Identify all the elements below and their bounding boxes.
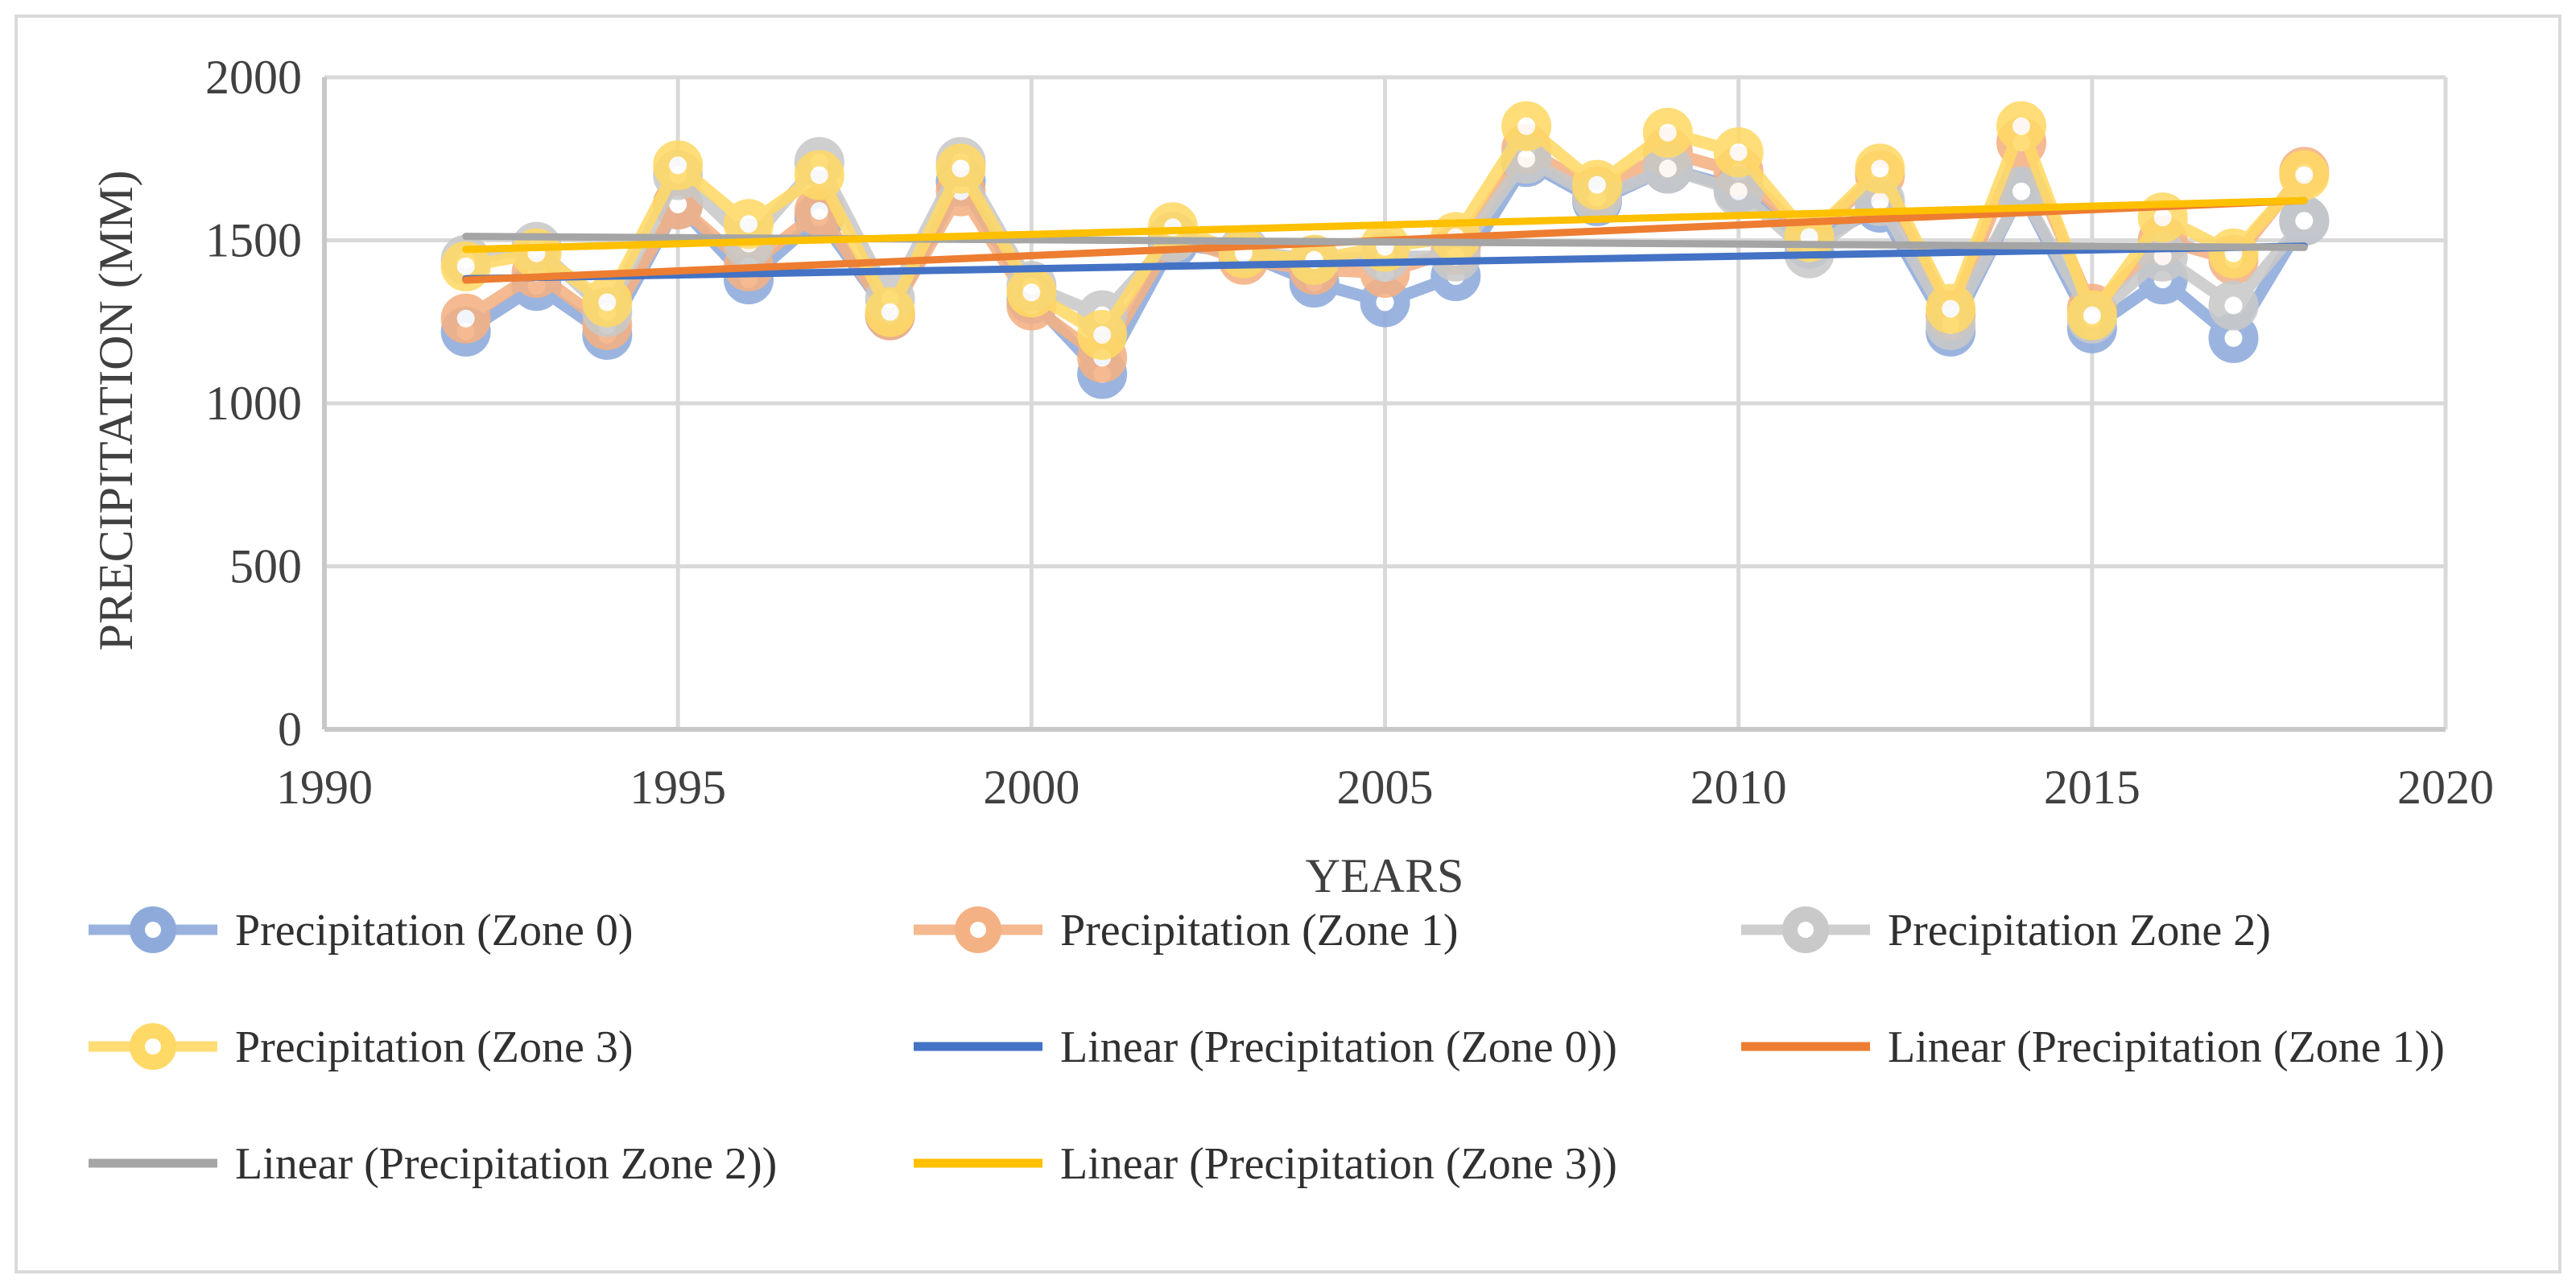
data-point-center bbox=[2224, 296, 2243, 315]
y-tick-label: 1000 bbox=[205, 377, 302, 430]
x-tick-label: 2020 bbox=[2397, 761, 2494, 814]
data-point-center bbox=[2295, 166, 2314, 184]
legend-swatch-marker-center bbox=[970, 922, 986, 938]
data-point-center bbox=[952, 159, 970, 178]
y-tick-label: 2000 bbox=[205, 51, 302, 104]
legend-label: Linear (Precipitation (Zone 3)) bbox=[1060, 1139, 1617, 1189]
data-point-center bbox=[2083, 306, 2101, 324]
data-point-center bbox=[1376, 293, 1394, 312]
legend-label: Linear (Precipitation (Zone 1)) bbox=[1888, 1022, 2445, 1072]
data-point-center bbox=[1517, 117, 1536, 135]
data-point-center bbox=[810, 202, 828, 221]
data-point-center bbox=[740, 215, 758, 233]
data-point-center bbox=[669, 195, 687, 213]
data-point-center bbox=[2013, 182, 2030, 200]
tick-labels: 0 500 1000 1500 2000 1990 1995 2000 2005 2010 2015… bbox=[205, 51, 2494, 814]
trendline-linear-precipitation-zone-0 bbox=[462, 242, 2308, 283]
data-point-center bbox=[1942, 299, 1960, 318]
data-point-center bbox=[1658, 123, 1677, 142]
grid bbox=[324, 75, 2448, 729]
legend-item-precipitation-zone-3: Precipitation (Zone 3) bbox=[89, 1022, 634, 1072]
trendline-linear-precipitation-zone-3 bbox=[462, 196, 2308, 254]
y-tick-label: 0 bbox=[278, 703, 302, 756]
legend-label: Linear (Precipitation Zone 2)) bbox=[235, 1139, 777, 1189]
legend-label: Precipitation (Zone 1) bbox=[1060, 906, 1459, 956]
data-point-center bbox=[1517, 150, 1536, 168]
data-point-center bbox=[456, 309, 475, 328]
y-tick-label: 500 bbox=[229, 540, 302, 593]
data-point-center bbox=[2153, 208, 2172, 227]
legend-item-linear-precipitation-zone-3: Linear (Precipitation (Zone 3)) bbox=[914, 1139, 1617, 1189]
data-point-center bbox=[1729, 182, 1748, 200]
data-point-center bbox=[1871, 192, 1889, 210]
y-tick-label: 1500 bbox=[205, 214, 302, 267]
x-axis-title: YEARS bbox=[1306, 849, 1464, 902]
data-point-center bbox=[2295, 212, 2314, 230]
data-point-center bbox=[2013, 117, 2030, 135]
legend-item-precipitation-zone-2: Precipitation Zone 2) bbox=[1741, 906, 2271, 956]
legend-item-linear-precipitation-zone-2: Linear (Precipitation Zone 2)) bbox=[89, 1139, 777, 1189]
legend-label: Precipitation Zone 2) bbox=[1888, 906, 2271, 956]
data-point-center bbox=[1093, 325, 1112, 344]
data-point-center bbox=[1729, 143, 1748, 162]
x-tick-label: 2010 bbox=[1690, 761, 1787, 814]
data-point-center bbox=[1022, 283, 1041, 302]
legend-item-linear-precipitation-zone-0: Linear (Precipitation (Zone 0)) bbox=[914, 1022, 1617, 1072]
data-point-center bbox=[1658, 159, 1677, 178]
x-tick-label: 1990 bbox=[276, 761, 373, 814]
data-point-center bbox=[2224, 329, 2243, 347]
data-point-center bbox=[1588, 175, 1606, 194]
x-tick-label: 2005 bbox=[1337, 761, 1434, 814]
data-point-center bbox=[810, 166, 828, 184]
legend-item-linear-precipitation-zone-1: Linear (Precipitation (Zone 1)) bbox=[1741, 1022, 2445, 1072]
data-point-center bbox=[598, 293, 617, 312]
data-point-center bbox=[881, 303, 899, 321]
data-point-center bbox=[669, 156, 687, 175]
data-point-center bbox=[456, 257, 475, 275]
x-tick-label: 1995 bbox=[630, 761, 726, 814]
legend-label: Linear (Precipitation (Zone 0)) bbox=[1060, 1022, 1617, 1072]
legend-swatch-marker-center bbox=[1798, 922, 1814, 938]
trendlines bbox=[462, 196, 2308, 284]
x-tick-label: 2015 bbox=[2044, 761, 2140, 814]
legend-swatch-marker-center bbox=[145, 1038, 161, 1055]
x-tick-label: 2000 bbox=[983, 761, 1080, 814]
legend: Precipitation (Zone 0) Precipitation (Zon… bbox=[89, 906, 2445, 1189]
legend-item-precipitation-zone-1: Precipitation (Zone 1) bbox=[914, 906, 1459, 956]
data-point-center bbox=[1871, 159, 1889, 178]
legend-label: Precipitation (Zone 3) bbox=[235, 1022, 634, 1072]
legend-item-precipitation-zone-0: Precipitation (Zone 0) bbox=[89, 906, 634, 956]
legend-swatch-marker-center bbox=[145, 922, 161, 938]
axes bbox=[322, 77, 2446, 732]
y-axis-title: PRECIPITATION (MM) bbox=[89, 171, 142, 651]
legend-label: Precipitation (Zone 0) bbox=[235, 906, 634, 956]
